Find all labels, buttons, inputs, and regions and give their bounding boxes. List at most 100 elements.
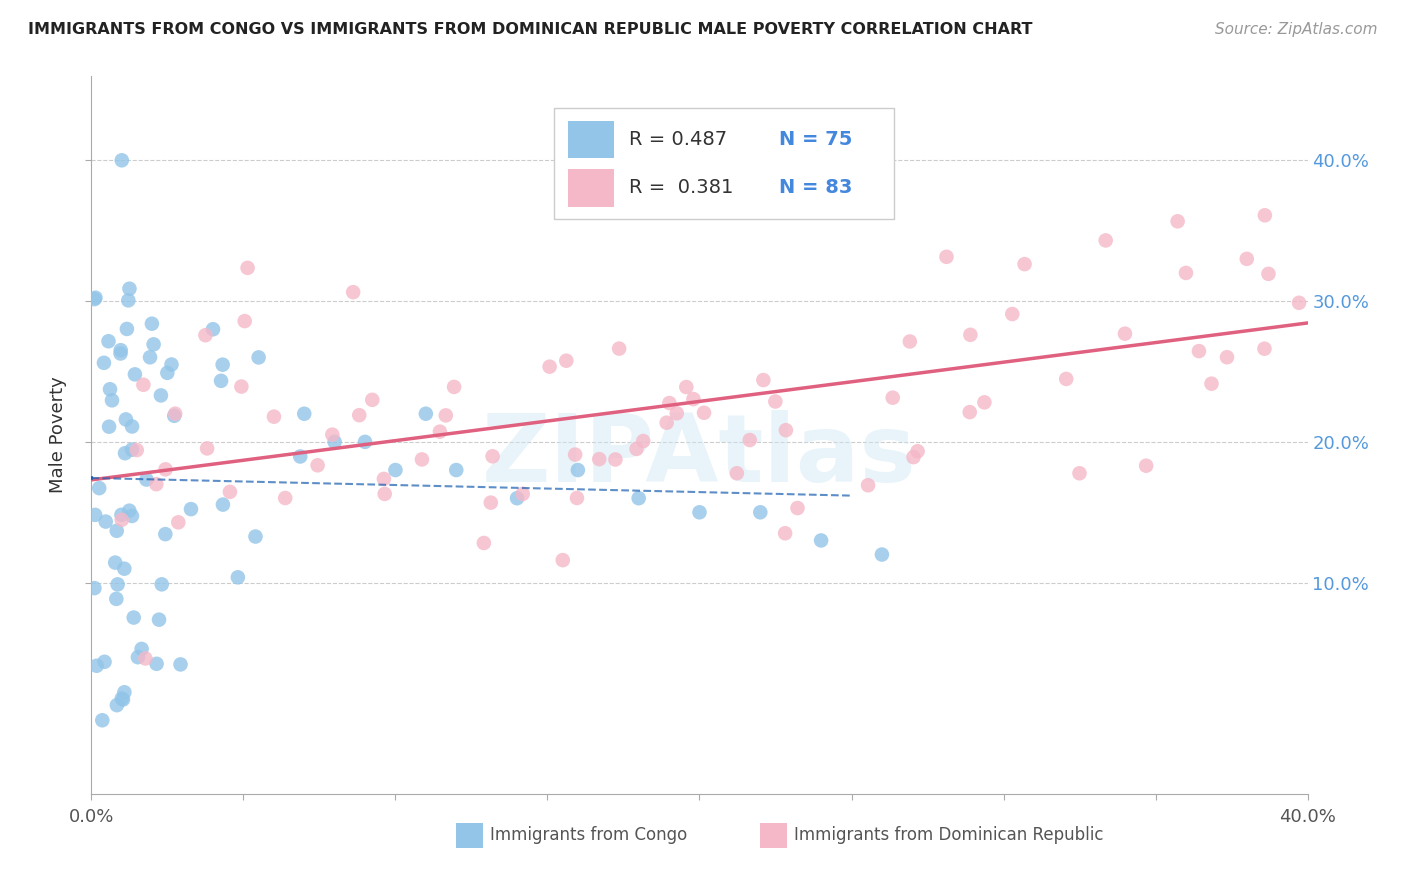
Point [105, 698, 128, 713]
Point [105, 591, 128, 606]
Point [682, 392, 704, 406]
Point [898, 334, 921, 349]
Point [323, 434, 346, 449]
Point [907, 444, 929, 458]
Point [555, 353, 578, 368]
Point [354, 434, 377, 449]
Point [211, 358, 233, 372]
Point [1174, 266, 1197, 280]
Point [111, 691, 134, 706]
Bar [568, 121, 614, 159]
Point [112, 685, 135, 699]
Point [567, 463, 589, 477]
Text: Immigrants from Dominican Republic: Immigrants from Dominican Republic [794, 826, 1104, 844]
Point [112, 562, 135, 576]
Point [212, 498, 235, 512]
Point [155, 527, 177, 541]
Point [141, 317, 163, 331]
Point [786, 501, 808, 516]
Point [506, 491, 529, 506]
Point [134, 651, 156, 665]
Point [135, 473, 157, 487]
Point [91, 713, 114, 727]
Point [856, 478, 879, 492]
Point [274, 491, 297, 505]
Text: ZIPAtlas: ZIPAtlas [482, 410, 917, 502]
Point [155, 462, 177, 476]
Point [156, 366, 179, 380]
Point [882, 391, 904, 405]
Point [150, 577, 173, 591]
Point [115, 322, 138, 336]
Point [434, 409, 457, 423]
Point [121, 442, 143, 457]
Point [209, 374, 232, 388]
Point [1253, 342, 1275, 356]
Point [163, 409, 186, 423]
Point [145, 657, 167, 671]
Bar [456, 822, 484, 847]
Text: IMMIGRANTS FROM CONGO VS IMMIGRANTS FROM DOMINICAN REPUBLIC MALE POVERTY CORRELA: IMMIGRANTS FROM CONGO VS IMMIGRANTS FROM… [28, 22, 1032, 37]
Point [145, 477, 167, 491]
Point [1014, 257, 1036, 271]
Point [1324, 276, 1347, 290]
Point [111, 513, 134, 527]
Point [607, 342, 630, 356]
Point [236, 260, 259, 275]
Point [1257, 267, 1279, 281]
Point [675, 380, 697, 394]
Point [98, 382, 121, 396]
Point [321, 427, 343, 442]
Point [231, 379, 253, 393]
Point [374, 487, 396, 501]
Text: R = 0.487: R = 0.487 [628, 130, 727, 149]
Point [247, 351, 270, 365]
Point [1114, 326, 1136, 341]
Point [588, 452, 610, 467]
Text: N = 75: N = 75 [779, 130, 852, 149]
Point [107, 577, 129, 591]
Point [226, 570, 249, 584]
Point [122, 610, 145, 624]
Point [93, 356, 115, 370]
Point [110, 346, 132, 360]
Text: N = 83: N = 83 [779, 178, 852, 197]
Point [429, 425, 451, 439]
Point [1094, 234, 1116, 248]
Point [104, 556, 127, 570]
Point [1054, 372, 1077, 386]
Point [160, 358, 183, 372]
Point [1216, 350, 1239, 364]
Point [564, 448, 586, 462]
Point [165, 407, 187, 421]
Point [169, 657, 191, 672]
Point [444, 463, 467, 477]
Point [114, 446, 136, 460]
Point [411, 452, 433, 467]
Point [117, 293, 139, 308]
Point [307, 458, 329, 473]
Point [342, 285, 364, 300]
Point [349, 408, 371, 422]
Point [472, 536, 495, 550]
Point [718, 202, 741, 217]
Point [443, 380, 465, 394]
Point [655, 416, 678, 430]
Point [118, 504, 141, 518]
Point [763, 394, 786, 409]
Point [84, 291, 107, 305]
Point [384, 463, 406, 477]
Point [98, 419, 121, 434]
Point [83, 581, 105, 595]
Point [1236, 252, 1258, 266]
Point [481, 450, 503, 464]
Point [125, 443, 148, 458]
Point [132, 377, 155, 392]
Point [94, 515, 117, 529]
Point [1288, 295, 1310, 310]
Point [693, 406, 716, 420]
Point [752, 373, 775, 387]
Text: Source: ZipAtlas.com: Source: ZipAtlas.com [1215, 22, 1378, 37]
Point [1188, 344, 1211, 359]
Point [127, 650, 149, 665]
